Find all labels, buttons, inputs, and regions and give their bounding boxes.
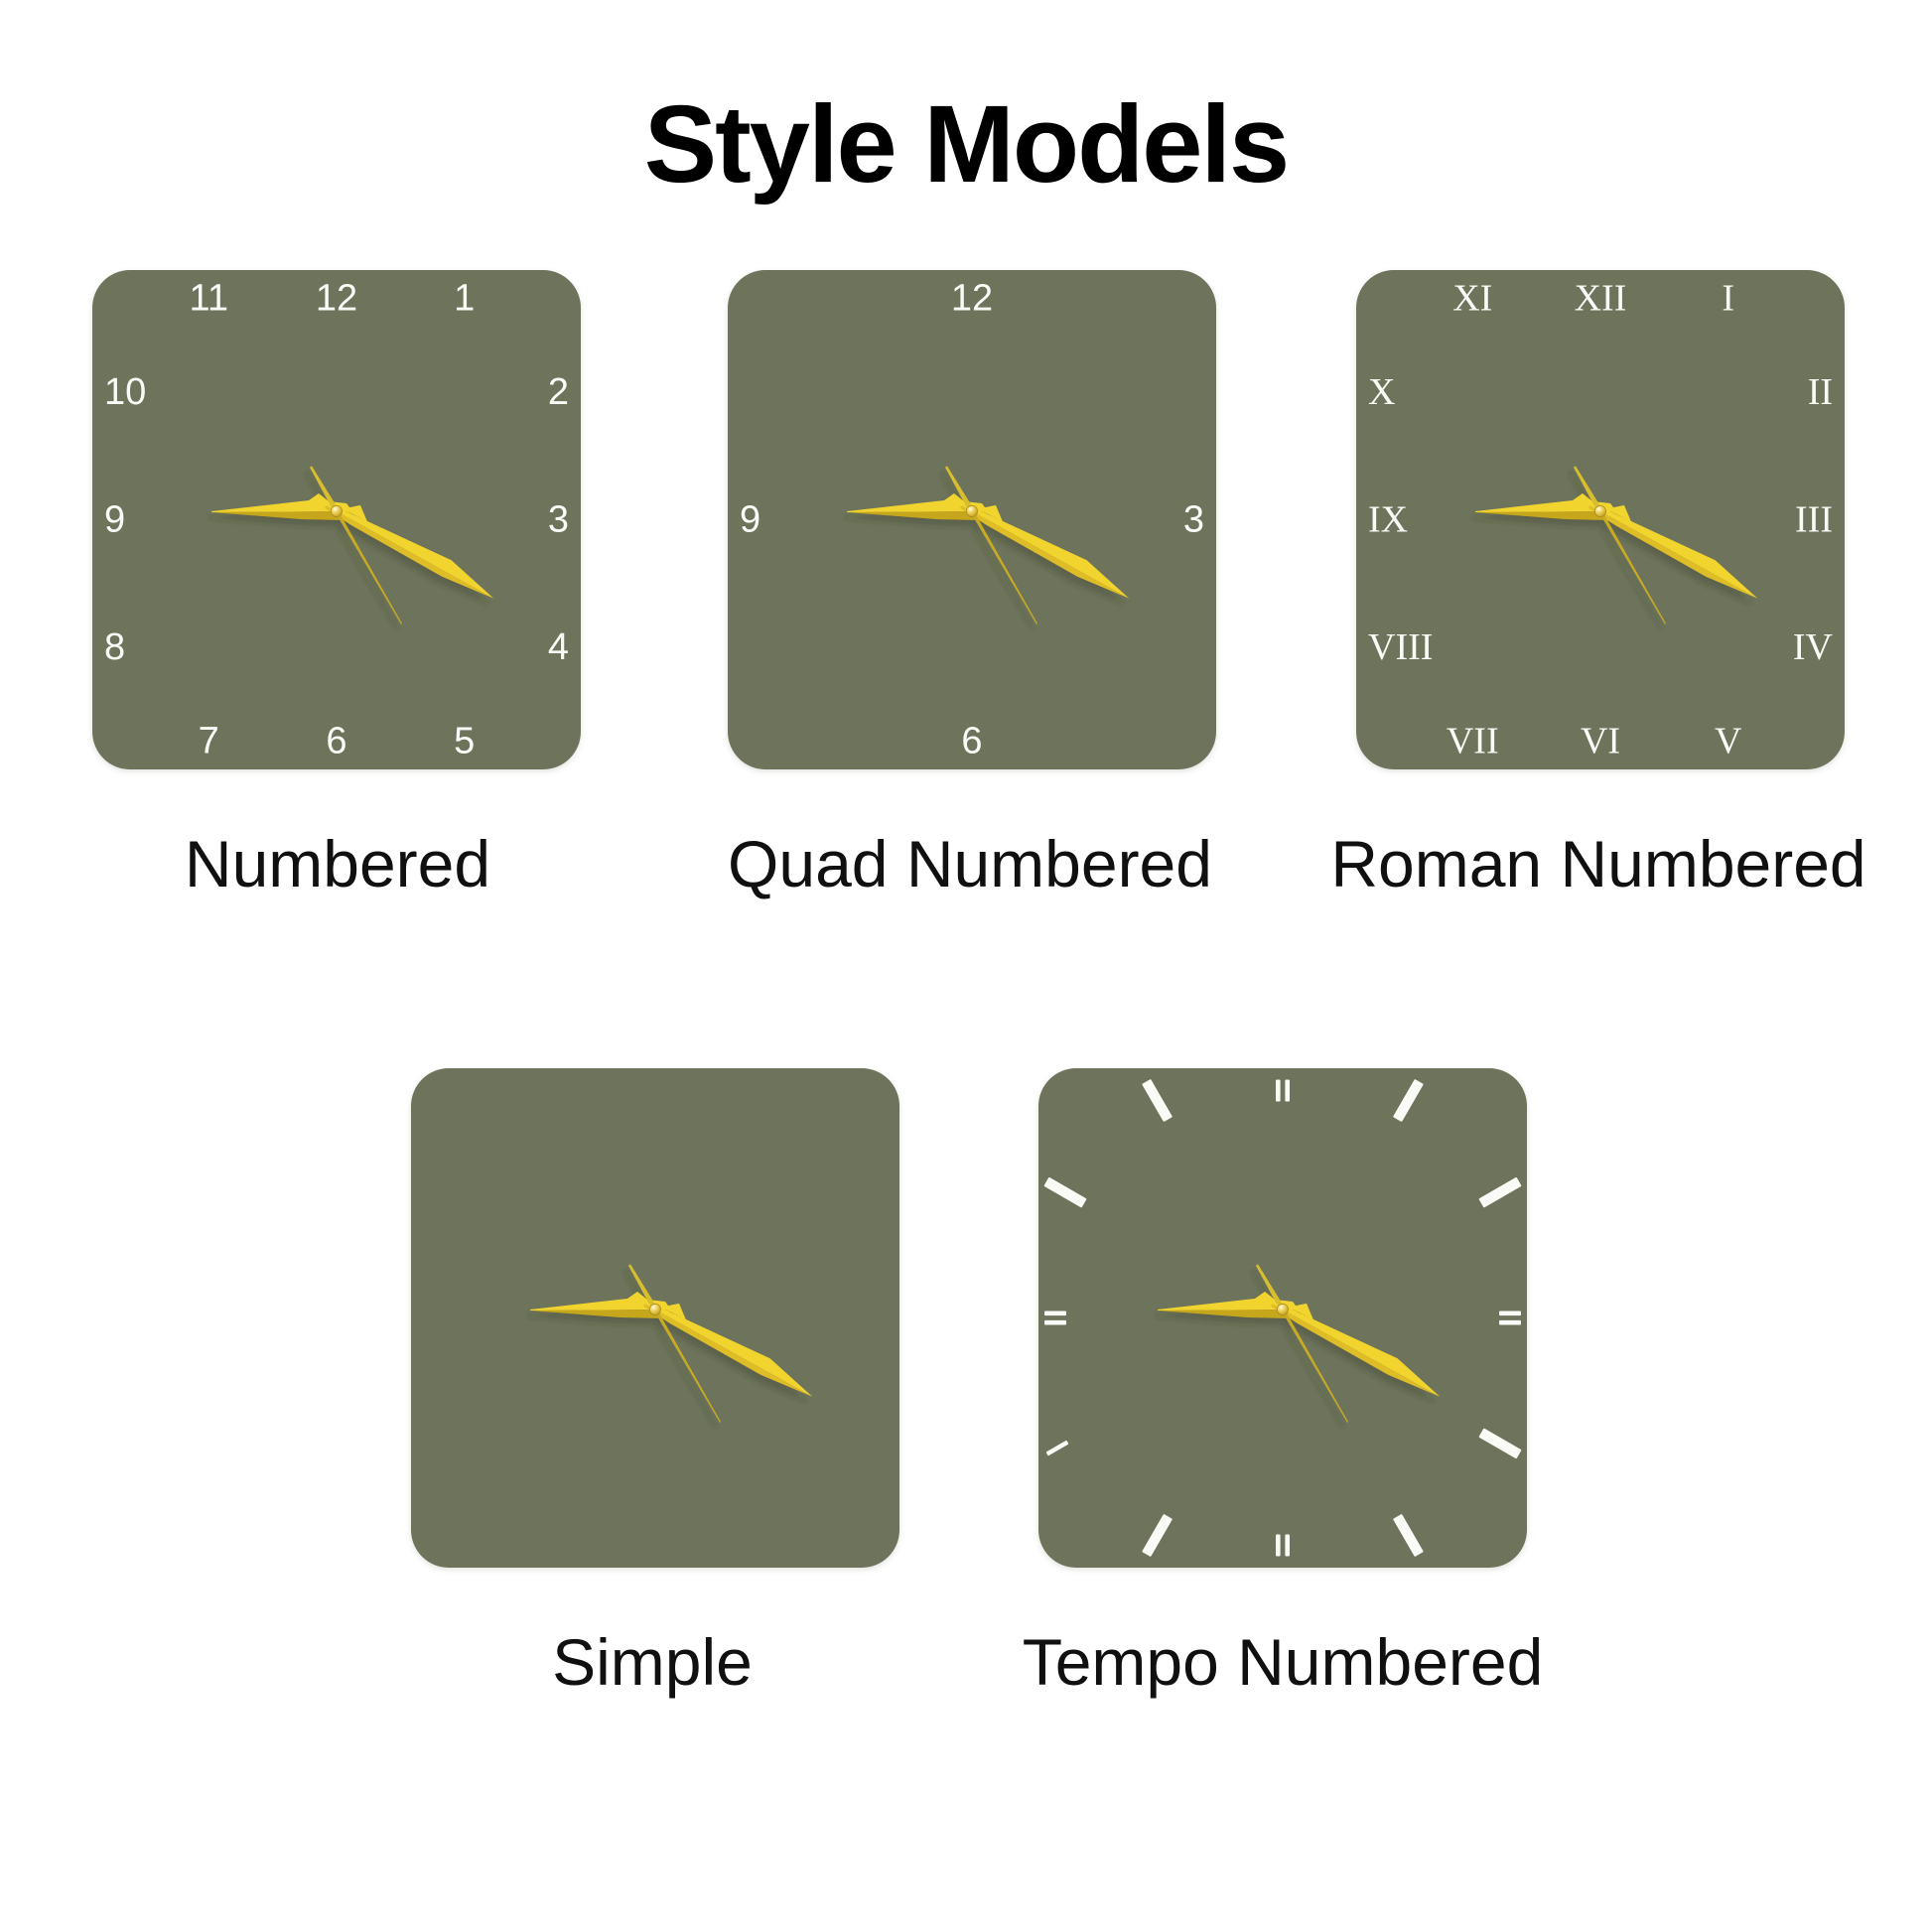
hands-pivot-cap — [1594, 505, 1606, 517]
tick-double — [1276, 1534, 1290, 1557]
clock-numeral: 11 — [190, 278, 228, 320]
hands-pivot-cap — [331, 505, 343, 517]
minute-hand — [643, 1301, 813, 1397]
clock-hands — [1475, 466, 1758, 624]
hands-pivot-cap — [966, 505, 978, 517]
clock-tile-roman-numbered: I II III IV V VI VII VIII IX X XI XII — [1356, 270, 1845, 769]
clock-face-tempo-numbered — [1038, 1068, 1527, 1568]
clock-numeral: X — [1368, 371, 1395, 413]
hands-pivot-cap — [1277, 1304, 1289, 1315]
clock-label-simple: Simple — [552, 1625, 753, 1699]
clock-tile-numbered: 1 2 3 4 5 6 7 8 9 10 11 12 — [92, 270, 581, 769]
hour-hand — [847, 493, 988, 520]
clock-hands — [847, 466, 1130, 624]
page-title: Style Models — [643, 83, 1290, 206]
clock-numeral: 1 — [454, 278, 475, 320]
hands-pivot-cap — [649, 1304, 661, 1315]
clock-hands — [211, 466, 494, 624]
tick-bar — [1478, 1428, 1522, 1459]
clock-label-numbered: Numbered — [184, 827, 491, 900]
clock-numeral: VII — [1447, 721, 1499, 762]
clock-tile-quad-numbered: 12 3 6 9 — [728, 270, 1216, 769]
clock-numeral: 12 — [316, 278, 357, 320]
clock-numeral: 12 — [951, 278, 993, 320]
clock-numeral: 10 — [104, 371, 146, 413]
clock-hands — [1158, 1264, 1441, 1423]
clock-numeral: 9 — [104, 499, 125, 541]
clock-numeral: 7 — [199, 721, 219, 762]
minute-hand — [325, 502, 494, 599]
hour-hand — [211, 493, 352, 520]
second-hand — [627, 1264, 722, 1423]
second-hand — [1255, 1264, 1349, 1423]
clock-numeral: 4 — [548, 626, 569, 668]
tick-thin — [1045, 1441, 1069, 1456]
minute-hand — [960, 502, 1130, 599]
clock-face-simple — [411, 1068, 899, 1568]
clock-numeral: VIII — [1368, 626, 1433, 668]
clock-numeral: XII — [1575, 278, 1627, 320]
hour-hand — [1475, 493, 1616, 520]
tick-double — [1499, 1311, 1521, 1325]
tick-bar — [1043, 1176, 1087, 1208]
clock-numeral: II — [1808, 371, 1833, 413]
clock-tile-simple — [411, 1068, 899, 1568]
tick-bar — [1478, 1176, 1522, 1208]
clock-numeral: 6 — [961, 721, 982, 762]
clock-numeral: 3 — [1183, 499, 1204, 541]
clock-numeral: 6 — [326, 721, 346, 762]
clock-numeral: XI — [1452, 278, 1492, 320]
clock-label-quad-numbered: Quad Numbered — [728, 827, 1212, 900]
clock-face-quad-numbered: 12 3 6 9 — [728, 270, 1216, 769]
clock-hands — [530, 1264, 813, 1423]
second-hand — [1573, 466, 1667, 624]
clock-numeral: III — [1795, 499, 1833, 541]
clock-numeral: 5 — [454, 721, 475, 762]
second-hand — [309, 466, 403, 624]
tick-bar — [1142, 1514, 1173, 1557]
clock-numeral: 9 — [740, 499, 760, 541]
clock-numeral: V — [1715, 721, 1742, 762]
tick-bar — [1393, 1514, 1424, 1557]
clock-numeral: 8 — [104, 626, 125, 668]
clock-numeral: VI — [1581, 721, 1620, 762]
clock-numeral: IX — [1368, 499, 1408, 541]
hour-hand — [530, 1292, 671, 1318]
minute-hand — [1271, 1301, 1441, 1397]
clock-label-roman-numbered: Roman Numbered — [1330, 827, 1866, 900]
tick-double — [1044, 1311, 1066, 1325]
second-hand — [944, 466, 1038, 624]
clock-tile-tempo-numbered — [1038, 1068, 1527, 1568]
minute-hand — [1588, 502, 1758, 599]
hour-hand — [1158, 1292, 1299, 1318]
clock-label-tempo-numbered: Tempo Numbered — [1022, 1625, 1544, 1699]
clock-numeral: 3 — [548, 499, 569, 541]
clock-numeral: 2 — [548, 371, 569, 413]
clock-numeral: IV — [1793, 626, 1834, 668]
clock-numeral: I — [1722, 278, 1734, 320]
tick-double — [1276, 1079, 1290, 1102]
tick-bar — [1142, 1079, 1173, 1122]
tick-bar — [1393, 1079, 1424, 1122]
